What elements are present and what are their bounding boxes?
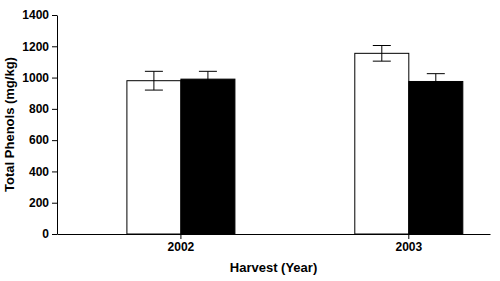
error-line <box>381 46 382 62</box>
error-cap <box>145 71 163 72</box>
bar <box>355 53 409 234</box>
y-tick-mark <box>52 140 57 141</box>
y-tick-label: 600 <box>29 133 49 147</box>
y-tick: 800 <box>29 102 57 116</box>
y-tick-label: 1000 <box>22 71 49 85</box>
x-tick: 2002 <box>168 234 195 254</box>
plot-area <box>127 46 463 234</box>
y-tick-mark <box>52 15 57 16</box>
error-cap <box>427 73 445 74</box>
y-tick-mark <box>52 109 57 110</box>
x-axis-title: Harvest (Year) <box>230 260 317 275</box>
series <box>127 46 409 234</box>
y-tick-label: 1200 <box>22 40 49 54</box>
y-tick-mark <box>52 234 57 235</box>
error-bar <box>199 71 217 87</box>
error-cap <box>373 61 391 62</box>
y-tick: 400 <box>29 165 57 179</box>
y-axis-title: Total Phenols (mg/kg) <box>2 57 17 192</box>
x-tick-mark <box>180 234 181 239</box>
y-tick-label: 400 <box>29 165 49 179</box>
x-tick-mark <box>408 234 409 239</box>
error-bar <box>427 74 445 90</box>
y-tick: 0 <box>42 227 57 241</box>
y-axis: 0 200 400 600 800 1000 1200 1400 <box>22 8 57 241</box>
error-bar <box>145 71 163 90</box>
y-tick-mark <box>52 46 57 47</box>
x-tick: 2003 <box>395 234 422 254</box>
bar <box>409 81 463 234</box>
y-tick-mark <box>52 78 57 79</box>
x-tick-label: 2002 <box>168 240 195 254</box>
y-tick-mark <box>52 171 57 172</box>
chart: 0 200 400 600 800 1000 1200 1400 2002 2003 Harvest… <box>0 0 500 281</box>
y-tick-label: 1400 <box>22 8 49 22</box>
error-cap <box>373 45 391 46</box>
error-cap <box>427 89 445 90</box>
y-tick-label: 0 <box>42 227 49 241</box>
y-tick-label: 200 <box>29 196 49 210</box>
error-bar <box>373 46 391 62</box>
bar <box>127 81 181 234</box>
error-line <box>435 74 436 90</box>
y-tick: 200 <box>29 196 57 210</box>
y-tick: 1200 <box>22 40 57 54</box>
y-tick: 1000 <box>22 71 57 85</box>
error-line <box>207 71 208 87</box>
y-axis-line <box>57 16 58 235</box>
error-cap <box>145 90 163 91</box>
y-tick: 600 <box>29 133 57 147</box>
series <box>181 71 463 234</box>
x-tick-label: 2003 <box>395 240 422 254</box>
error-line <box>153 71 154 90</box>
y-tick-mark <box>52 203 57 204</box>
y-tick: 1400 <box>22 8 57 22</box>
error-cap <box>199 86 217 87</box>
y-tick-label: 800 <box>29 102 49 116</box>
error-cap <box>199 71 217 72</box>
x-axis: 2002 2003 <box>58 234 491 254</box>
bar <box>181 79 235 234</box>
x-axis-line <box>58 234 491 235</box>
